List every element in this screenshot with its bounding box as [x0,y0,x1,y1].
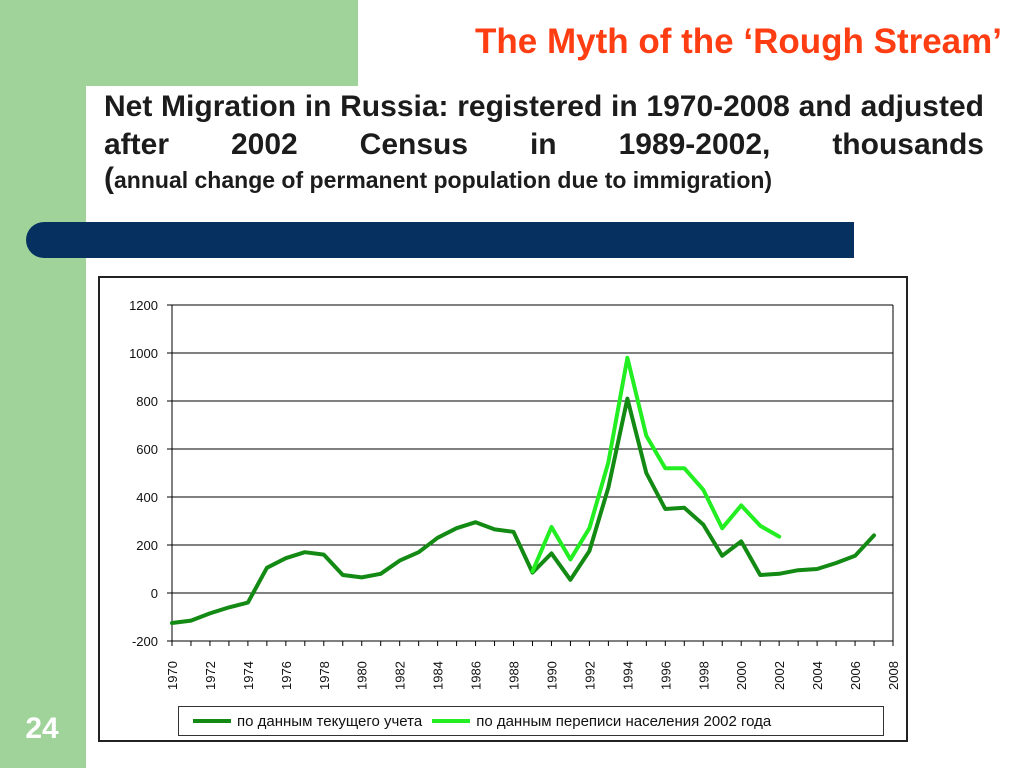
x-tick-label: 1980 [355,661,370,690]
x-tick-label: 1970 [165,661,180,690]
y-tick-label: 1000 [129,346,158,361]
left-decor-band [0,0,86,768]
x-tick-label: 1984 [431,661,446,690]
x-tick-label: 1978 [317,661,332,690]
x-tick-label: 1976 [279,661,294,690]
x-tick-label: 1988 [507,661,522,690]
x-tick-label: 1990 [544,661,559,690]
legend-label-registered: по данным текущего учета [237,712,423,730]
subtitle-small: annual change of permanent population du… [114,167,773,193]
chart-frame [98,276,908,742]
legend-item-registered: по данным текущего учета [193,713,422,730]
subtitle-note: (annual change of permanent population d… [104,164,984,195]
y-tick-label: -200 [132,634,158,649]
x-tick-label: 2004 [810,661,825,690]
x-tick-label: 2008 [886,661,901,690]
x-tick-label: 2000 [734,661,749,690]
x-tick-label: 2002 [772,661,787,690]
x-tick-label: 1986 [469,661,484,690]
x-tick-label: 1996 [658,661,673,690]
legend-swatch-registered [193,719,231,723]
legend-label-census: по данным переписи населения 2002 года [476,712,772,730]
x-tick-label: 1994 [620,661,635,690]
y-tick-label: 600 [136,442,158,457]
x-tick-label: 2006 [848,661,863,690]
series-line-registered [170,396,876,625]
page-number: 24 [25,712,59,745]
slide-subtitle: Net Migration in Russia: registered in 1… [104,88,984,195]
y-tick-label: 800 [136,394,158,409]
y-tick-label: 400 [136,490,158,505]
corner-curve [86,86,206,206]
x-tick-label: 1992 [582,661,597,690]
x-tick-label: 1972 [203,661,218,690]
x-tick-label: 1998 [696,661,711,690]
slide-title: The Myth of the ‘Rough Stream’ [475,22,1002,61]
y-tick-label: 1200 [129,298,158,313]
divider-bar [26,222,854,258]
y-tick-label: 200 [136,538,158,553]
subtitle-paren: ( [104,162,114,195]
top-decor-band [86,0,358,86]
chart-legend: по данным текущего учета по данным переп… [178,706,884,736]
x-tick-label: 1982 [393,661,408,690]
legend-swatch-census [432,719,471,723]
y-tick-label: 0 [151,586,158,601]
series-line-census [530,355,782,574]
subtitle-main: Net Migration in Russia: registered in 1… [104,90,984,161]
x-tick-label: 1974 [241,661,256,690]
legend-item-census: по данным переписи населения 2002 года [432,713,771,730]
